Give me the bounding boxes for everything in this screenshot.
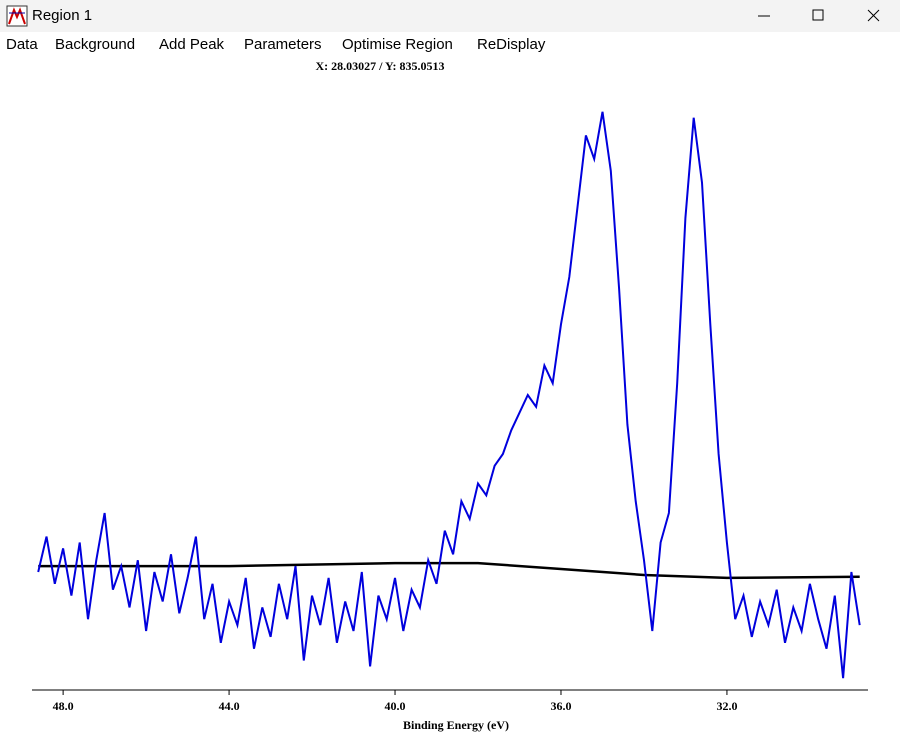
- close[interactable]: [867, 9, 880, 22]
- x-tick-label: 48.0: [53, 699, 74, 713]
- background-line: [38, 561, 860, 580]
- cursor-readout: X: 28.03027 / Y: 835.0513: [315, 59, 445, 73]
- menu-item[interactable]: Background: [55, 36, 136, 53]
- x-tick-label: 40.0: [385, 699, 406, 713]
- x-tick-label: 32.0: [716, 699, 737, 713]
- menu-item[interactable]: Optimise Region: [342, 36, 453, 53]
- menu-item[interactable]: Parameters: [244, 36, 322, 53]
- x-axis-label: Binding Energy (eV): [403, 718, 509, 732]
- menu-item[interactable]: Add Peak: [159, 36, 225, 53]
- maximize[interactable]: [812, 9, 824, 21]
- app-icon: [6, 5, 28, 27]
- title-bar: Region 1: [0, 0, 900, 32]
- spectrum-line: [37, 111, 861, 679]
- menu-item[interactable]: Data: [6, 36, 38, 53]
- window-controls[interactable]: [740, 0, 900, 32]
- window-title: Region 1: [32, 7, 93, 24]
- x-tick-label: 36.0: [550, 699, 571, 713]
- menu-item[interactable]: ReDisplay: [477, 36, 546, 53]
- menu-bar: Data Background Add Peak Parameters Optimise…: [0, 32, 900, 58]
- x-tick-label: 44.0: [219, 699, 240, 713]
